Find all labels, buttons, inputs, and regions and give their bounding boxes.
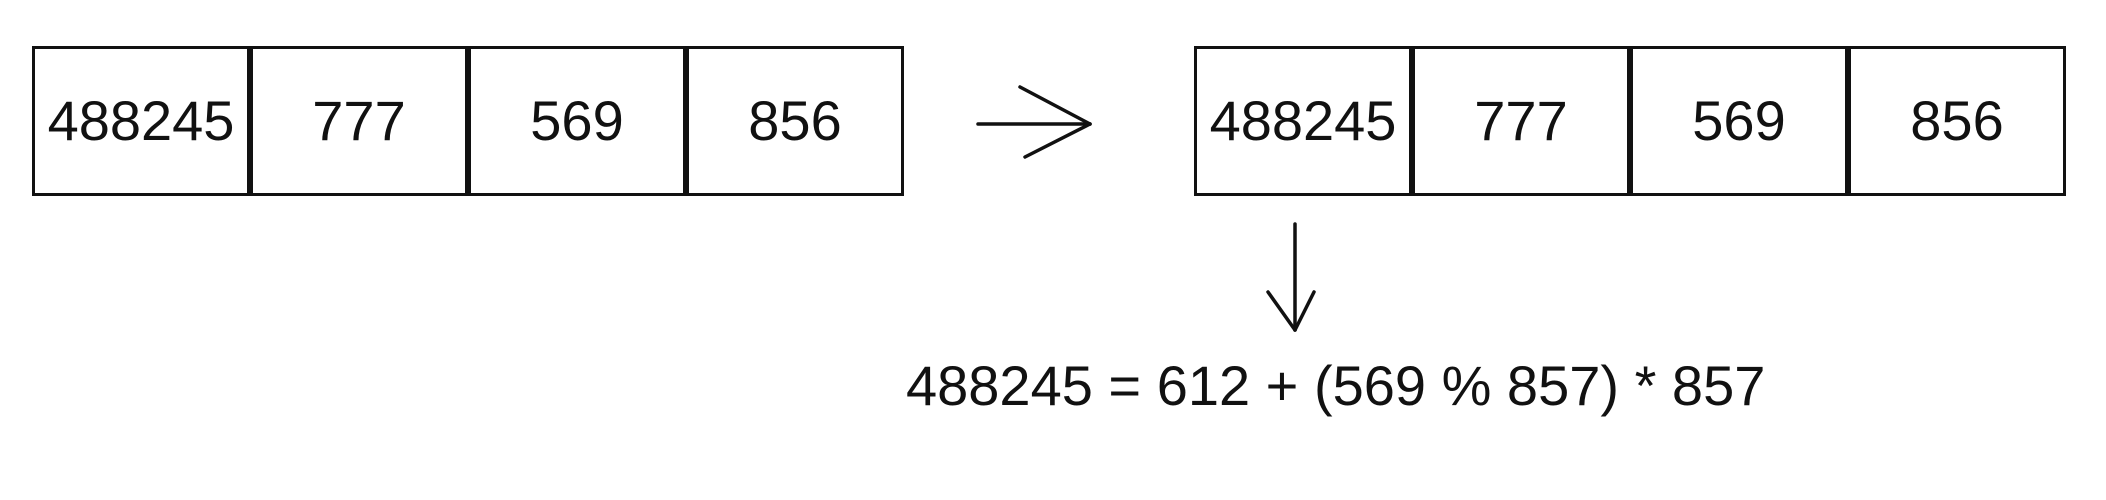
right-arrow-icon bbox=[976, 85, 1092, 159]
result-array: 488245 777 569 856 bbox=[1194, 46, 2066, 196]
source-array-cell-1: 777 bbox=[253, 49, 471, 193]
result-array-cell-3: 856 bbox=[1910, 89, 2004, 152]
result-array-cell-0: 488245 bbox=[1197, 49, 1415, 193]
source-array-cell-3: 856 bbox=[748, 89, 842, 152]
source-array: 488245 777 569 856 bbox=[32, 46, 904, 196]
result-array-cell-1: 777 bbox=[1415, 49, 1633, 193]
result-array-cell-2: 569 bbox=[1633, 49, 1851, 193]
down-arrow-icon bbox=[1266, 222, 1316, 332]
source-array-cell-0: 488245 bbox=[35, 49, 253, 193]
decode-formula: 488245 = 612 + (569 % 857) * 857 bbox=[906, 354, 1766, 417]
source-array-cell-2: 569 bbox=[471, 49, 689, 193]
